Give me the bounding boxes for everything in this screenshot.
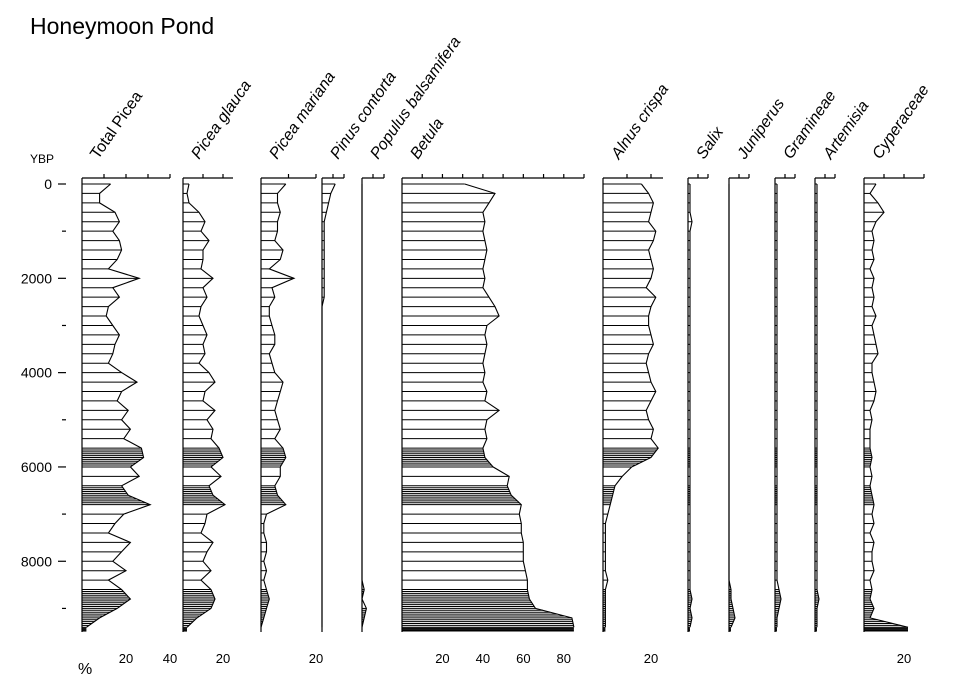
curve-alnus-crispa bbox=[604, 183, 659, 628]
x-tick-label: 20 bbox=[119, 651, 133, 666]
x-tick-label: 20 bbox=[897, 651, 911, 666]
x-axis-unit-label: % bbox=[78, 661, 92, 676]
x-tick-label: 20 bbox=[216, 651, 230, 666]
panel-alnus-crispa: Alnus crispa 20 bbox=[602, 81, 673, 666]
y-tick-label: 8000 bbox=[21, 553, 52, 569]
panel-salix: Salix bbox=[687, 123, 728, 632]
panel-betula: Betula 20 40 60 80 bbox=[401, 115, 585, 666]
y-axis: 0 2000 4000 6000 8000 bbox=[21, 176, 66, 610]
panel-picea-glauca: Picea glauca 20 bbox=[182, 77, 255, 666]
curve-picea-glauca bbox=[186, 183, 227, 628]
taxon-label-cyperaceae: Cyperaceae bbox=[869, 82, 932, 163]
panel-pinus-contorta: Pinus contorta bbox=[321, 69, 400, 632]
curve-betula bbox=[464, 183, 575, 628]
taxon-label-total-picea: Total Picea bbox=[87, 88, 146, 162]
x-tick-label: 60 bbox=[516, 651, 530, 666]
taxon-label-picea-mariana: Picea mariana bbox=[266, 69, 339, 163]
y-tick-label: 2000 bbox=[21, 270, 52, 286]
curve-salix bbox=[689, 184, 693, 628]
panel-gramineae: Gramineae bbox=[774, 88, 840, 632]
x-tick-label: 20 bbox=[309, 651, 323, 666]
x-tick-label: 40 bbox=[163, 651, 177, 666]
curve-cyperaceae bbox=[869, 183, 909, 628]
x-tick-label: 80 bbox=[557, 651, 571, 666]
curve-juniperus bbox=[728, 184, 736, 628]
curve-artemisia bbox=[816, 184, 820, 628]
panel-total-picea: Total Picea 20 40 bbox=[81, 88, 177, 666]
taxon-label-salix: Salix bbox=[693, 123, 727, 162]
curve-picea-mariana bbox=[260, 183, 296, 628]
x-tick-label: 40 bbox=[476, 651, 490, 666]
panel-picea-mariana: Picea mariana 20 bbox=[260, 69, 339, 666]
panel-juniperus: Juniperus bbox=[728, 96, 788, 632]
x-tick-label: 20 bbox=[435, 651, 449, 666]
chart-title: Honeymoon Pond bbox=[30, 13, 214, 39]
y-axis-label: YBP bbox=[30, 152, 54, 166]
y-tick-label: 4000 bbox=[21, 365, 52, 381]
panel-cyperaceae: Cyperaceae 20 bbox=[863, 82, 933, 666]
taxon-label-betula: Betula bbox=[407, 115, 447, 162]
curve-gramineae bbox=[776, 184, 782, 628]
taxon-label-alnus-crispa: Alnus crispa bbox=[608, 81, 673, 163]
y-tick-label: 6000 bbox=[21, 459, 52, 475]
curve-total-picea bbox=[86, 183, 152, 628]
taxon-label-picea-glauca: Picea glauca bbox=[188, 77, 255, 162]
y-tick-label: 0 bbox=[44, 176, 52, 192]
curve-populus-balsamifera bbox=[361, 184, 367, 628]
curve-pinus-contorta bbox=[321, 183, 336, 628]
x-tick-label: 20 bbox=[644, 651, 658, 666]
